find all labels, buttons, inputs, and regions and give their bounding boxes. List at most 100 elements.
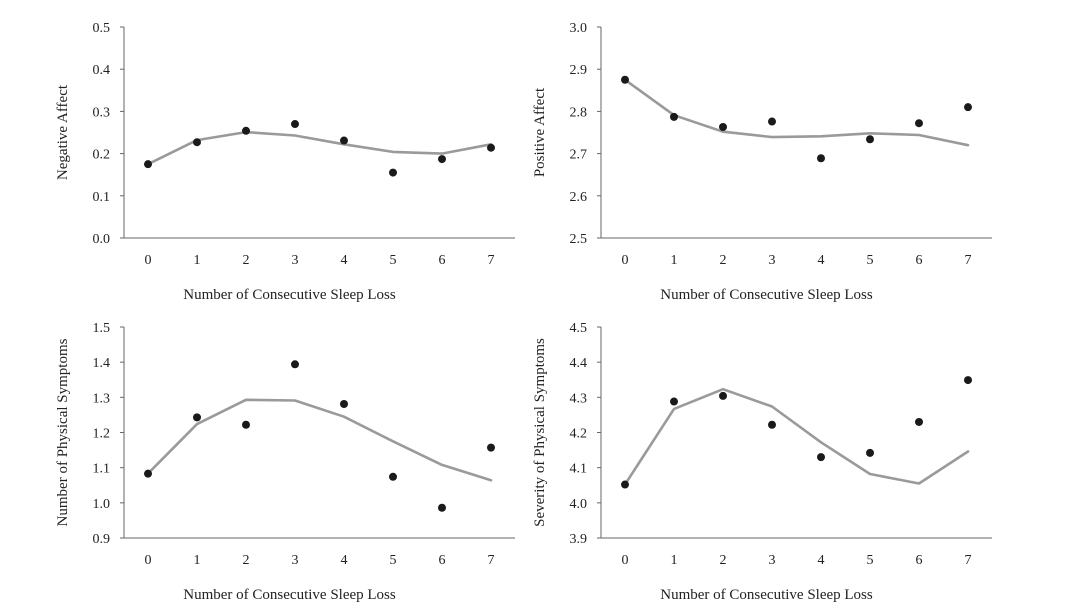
x-tick-label: 0 bbox=[622, 553, 629, 568]
x-tick-label: 3 bbox=[292, 253, 299, 268]
x-tick-label: 5 bbox=[867, 553, 874, 568]
y-tick-label: 1.0 bbox=[93, 497, 111, 512]
x-axis-title: Number of Consecutive Sleep Loss bbox=[183, 287, 396, 303]
data-point bbox=[964, 376, 972, 385]
x-tick-label: 6 bbox=[916, 253, 923, 268]
data-point bbox=[144, 469, 152, 478]
x-tick-label: 5 bbox=[867, 253, 874, 268]
y-axis-title: Number of Physical Symptoms bbox=[55, 338, 71, 526]
y-tick-label: 0.4 bbox=[93, 63, 111, 78]
data-point bbox=[768, 117, 776, 126]
data-point bbox=[670, 397, 678, 406]
x-tick-label: 4 bbox=[341, 553, 348, 568]
x-tick-label: 7 bbox=[965, 553, 972, 568]
data-point bbox=[438, 155, 446, 164]
data-point bbox=[915, 417, 923, 426]
data-point bbox=[193, 138, 201, 147]
chart-panel-3: 0.9 1.0 1.1 1.2 1.3 1.4 1.5 0 1 2 3 4 5 6 7 Number of C… bbox=[55, 321, 515, 603]
x-tick-label: 4 bbox=[818, 253, 825, 268]
chart-panel-2: 2.5 2.6 2.7 2.8 2.9 3.0 0 1 2 3 4 5 6 7 Number of Cons… bbox=[532, 21, 992, 303]
y-tick-label: 2.7 bbox=[570, 148, 588, 163]
data-point bbox=[719, 123, 727, 132]
data-point bbox=[438, 503, 446, 512]
data-point bbox=[768, 420, 776, 429]
y-tick-label: 1.2 bbox=[93, 427, 111, 442]
data-point bbox=[291, 360, 299, 369]
x-tick-label: 4 bbox=[818, 553, 825, 568]
data-point bbox=[719, 391, 727, 400]
data-point bbox=[389, 472, 397, 481]
data-point bbox=[817, 453, 825, 462]
y-axis-title: Severity of Physical Symptoms bbox=[532, 338, 548, 527]
x-tick-label: 1 bbox=[194, 253, 201, 268]
y-tick-label: 2.6 bbox=[570, 190, 588, 205]
fitted-line bbox=[623, 387, 970, 486]
y-tick-label: 4.0 bbox=[570, 497, 588, 512]
x-tick-label: 5 bbox=[390, 253, 397, 268]
x-tick-label: 4 bbox=[341, 253, 348, 268]
y-tick-label: 4.4 bbox=[570, 356, 588, 371]
y-tick-label: 0.3 bbox=[93, 105, 111, 120]
data-point bbox=[340, 136, 348, 145]
x-tick-label: 2 bbox=[720, 553, 727, 568]
data-point bbox=[389, 168, 397, 177]
y-tick-label: 3.0 bbox=[570, 21, 588, 36]
y-tick-label: 0.2 bbox=[93, 148, 111, 163]
data-point bbox=[487, 443, 495, 452]
data-point bbox=[242, 420, 250, 429]
y-tick-label: 1.4 bbox=[93, 356, 111, 371]
x-axis-title: Number of Consecutive Sleep Loss bbox=[183, 587, 396, 603]
x-tick-label: 2 bbox=[720, 253, 727, 268]
data-point bbox=[621, 75, 629, 84]
chart-panel-1: 0.0 0.1 0.2 0.3 0.4 0.5 0 1 2 3 4 5 6 7 Number of Cons… bbox=[55, 21, 515, 303]
y-tick-label: 4.1 bbox=[570, 462, 588, 477]
data-point bbox=[866, 448, 874, 457]
y-tick-label: 0.0 bbox=[93, 232, 111, 247]
x-tick-label: 2 bbox=[243, 553, 250, 568]
y-tick-label: 4.3 bbox=[570, 391, 588, 406]
x-tick-label: 0 bbox=[145, 253, 152, 268]
data-point bbox=[193, 413, 201, 422]
x-tick-label: 6 bbox=[439, 253, 446, 268]
data-point bbox=[964, 103, 972, 112]
x-tick-label: 0 bbox=[622, 253, 629, 268]
x-tick-label: 7 bbox=[488, 553, 495, 568]
x-tick-label: 1 bbox=[671, 553, 678, 568]
data-point bbox=[144, 160, 152, 169]
x-axis-title: Number of Consecutive Sleep Loss bbox=[660, 287, 873, 303]
fitted-line bbox=[146, 398, 493, 482]
x-tick-label: 0 bbox=[145, 553, 152, 568]
x-tick-label: 3 bbox=[292, 553, 299, 568]
y-tick-label: 4.2 bbox=[570, 427, 588, 442]
x-tick-label: 2 bbox=[243, 253, 250, 268]
x-tick-label: 1 bbox=[671, 253, 678, 268]
data-point bbox=[670, 112, 678, 121]
x-tick-label: 5 bbox=[390, 553, 397, 568]
data-point bbox=[242, 126, 250, 135]
y-tick-label: 2.5 bbox=[570, 232, 588, 247]
y-tick-label: 2.8 bbox=[570, 105, 588, 120]
x-tick-label: 3 bbox=[769, 253, 776, 268]
fitted-line bbox=[146, 130, 493, 166]
x-tick-label: 6 bbox=[439, 553, 446, 568]
x-tick-label: 7 bbox=[488, 253, 495, 268]
chart-panel-4: 3.9 4.0 4.1 4.2 4.3 4.4 4.5 0 1 2 3 4 5 6 7 Number of C… bbox=[532, 321, 992, 603]
y-tick-label: 1.5 bbox=[93, 321, 111, 336]
data-point bbox=[817, 154, 825, 163]
y-tick-label: 0.9 bbox=[93, 532, 111, 547]
y-axis-title: Positive Affect bbox=[532, 87, 548, 177]
y-tick-label: 3.9 bbox=[570, 532, 588, 547]
x-tick-label: 6 bbox=[916, 553, 923, 568]
y-tick-label: 0.1 bbox=[93, 190, 111, 205]
y-tick-label: 2.9 bbox=[570, 63, 588, 78]
data-point bbox=[291, 120, 299, 129]
data-point bbox=[866, 135, 874, 144]
data-point bbox=[487, 143, 495, 152]
x-tick-label: 3 bbox=[769, 553, 776, 568]
x-tick-label: 1 bbox=[194, 553, 201, 568]
data-point bbox=[621, 480, 629, 489]
data-point bbox=[340, 400, 348, 409]
x-tick-label: 7 bbox=[965, 253, 972, 268]
